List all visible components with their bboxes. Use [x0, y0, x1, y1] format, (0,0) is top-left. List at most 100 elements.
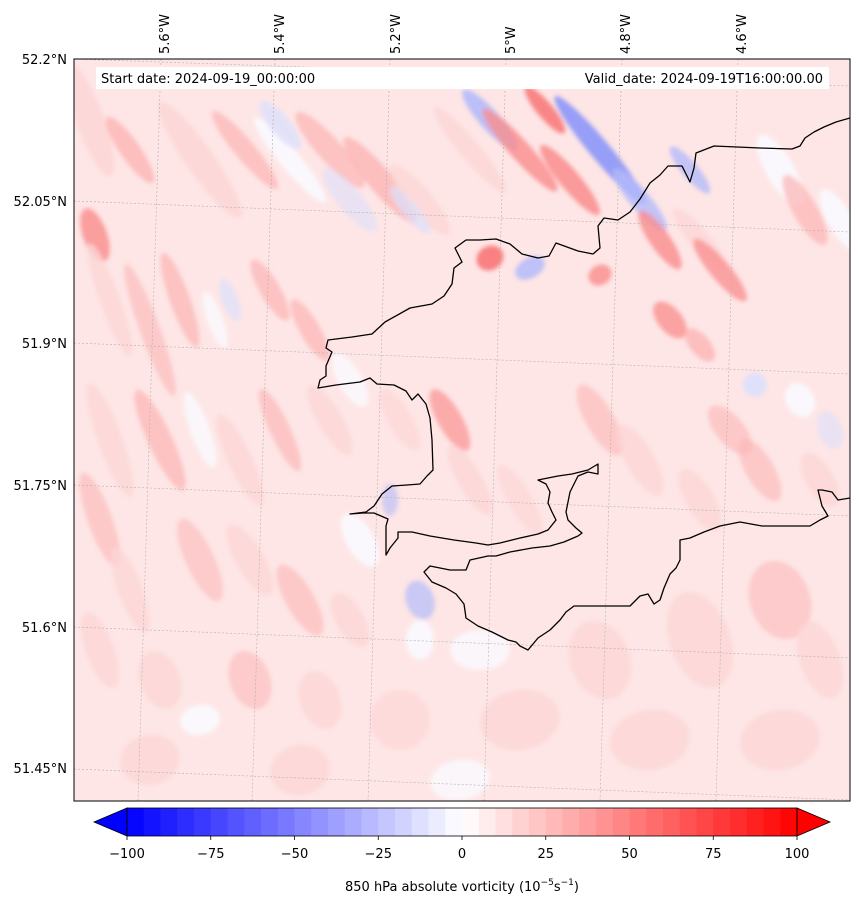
vorticity-contour-patch	[515, 256, 545, 280]
lon-axis-labels: 5.6°W 5.4°W 5.2°W 5°W 4.8°W 4.6°W	[158, 14, 750, 54]
vorticity-contour-patch	[638, 210, 682, 270]
colorbar-cell	[713, 808, 731, 836]
vorticity-contour-patch	[669, 146, 711, 194]
vorticity-contour-patch	[482, 108, 558, 192]
colorbar-cell	[780, 808, 798, 836]
colorbar-ticks: −100 −75 −50 −25 0 25 50 75 100	[109, 836, 809, 862]
colorbar-cells	[127, 808, 798, 836]
vorticity-contour-patch	[743, 373, 767, 397]
colorbar-cell	[562, 808, 580, 836]
vorticity-contour-patch	[290, 299, 330, 361]
vorticity-contour-patch	[653, 301, 687, 339]
vorticity-contour-patch	[524, 86, 566, 134]
vorticity-contour-patch	[678, 468, 722, 532]
vorticity-contour-patch	[576, 384, 624, 456]
info-header-box	[96, 67, 829, 89]
vorticity-contour-patch	[433, 107, 507, 193]
vorticity-contour-patch	[216, 414, 264, 506]
vorticity-contour-patch	[568, 621, 632, 699]
vorticity-contour-patch	[105, 116, 155, 184]
colorbar-tick-label: −25	[365, 847, 392, 862]
gridline-lat-51.45	[74, 768, 850, 801]
colorbar-cell	[612, 808, 631, 836]
vorticity-contour-patch	[480, 689, 560, 751]
colorbar-cell	[545, 808, 564, 836]
colorbar-cell	[596, 808, 614, 836]
vorticity-contour-patch	[158, 102, 242, 218]
colorbar-tick-label: 0	[458, 847, 466, 862]
colorbar-label-main: 850 hPa absolute vorticity (10	[345, 880, 541, 895]
vorticity-contour-patch	[382, 484, 398, 516]
colorbar-cell	[160, 808, 178, 836]
vorticity-contour-patch	[180, 704, 220, 736]
vorticity-contour-patch	[80, 208, 110, 262]
vorticity-contour-patch	[250, 259, 290, 321]
vorticity-contour-patch	[610, 709, 690, 771]
vorticity-contour-patch	[450, 630, 510, 670]
vorticity-contour-patch	[270, 744, 330, 796]
colorbar-tick-label: 100	[785, 847, 810, 862]
lat-label-52.05: 52.05°N	[14, 195, 67, 210]
coastline	[317, 117, 850, 651]
valid-date-text: Valid_date: 2024-09-19T16:00:00.00	[585, 72, 823, 87]
vorticity-contour-patch	[330, 593, 370, 647]
colorbar-cell	[177, 808, 195, 836]
vorticity-contour-patch	[782, 174, 828, 246]
vorticity-contour-patch	[331, 353, 369, 407]
vorticity-contour-patch	[81, 612, 119, 688]
colorbar-cell	[746, 808, 765, 836]
vorticity-contour-patch	[322, 168, 378, 232]
vorticity-contour-patch	[819, 189, 850, 251]
lon-label-5.6: 5.6°W	[158, 14, 173, 54]
info-header: Start date: 2024-09-19_00:00:00 Valid_da…	[96, 67, 829, 89]
colorbar-cell	[696, 808, 714, 836]
lon-label-5.2: 5.2°W	[389, 14, 404, 54]
vorticity-contour-patch	[259, 101, 301, 149]
vorticity-contour-patch	[86, 383, 134, 497]
vorticity-contour-patch	[497, 464, 543, 536]
vorticity-contour-patch	[120, 734, 180, 786]
colorbar-cell	[227, 808, 245, 836]
colorbar-tick-label: −100	[109, 847, 145, 862]
colorbar-extend-high	[796, 807, 832, 837]
vorticity-contour-patch	[79, 472, 121, 568]
vorticity-contour-patch	[748, 561, 812, 639]
colorbar-cell	[294, 808, 312, 836]
gridline-lat-51.6	[74, 626, 850, 659]
lat-label-51.45: 51.45°N	[14, 762, 67, 777]
vorticity-contour-patch	[258, 388, 302, 472]
vorticity-contour-patch	[253, 117, 327, 203]
colorbar-cell	[395, 808, 413, 836]
vorticity-contour-patch	[588, 264, 612, 286]
colorbar-label-mid: s	[554, 880, 561, 895]
vorticity-contour-patch	[379, 389, 421, 451]
vorticity-contour-patch	[740, 709, 820, 771]
vorticity-contour-patch	[430, 759, 490, 801]
colorbar-cell	[763, 808, 781, 836]
colorbar-tick-label: 50	[621, 847, 638, 862]
gridline-lat-51.9	[74, 342, 850, 375]
vorticity-contour-patch	[616, 424, 664, 496]
vorticity-contour-patch	[177, 518, 223, 602]
vorticity-contour-patch	[447, 444, 493, 516]
colorbar-cell	[462, 808, 480, 836]
vorticity-field	[74, 59, 850, 801]
vorticity-contour-patch	[389, 164, 451, 236]
colorbar-tick-label: 25	[537, 847, 554, 862]
colorbar-cell	[328, 808, 346, 836]
lon-label-5.0: 5°W	[504, 26, 519, 54]
lon-label-5.4: 5.4°W	[273, 14, 288, 54]
colorbar-cell	[646, 808, 664, 836]
colorbar-cell	[143, 808, 162, 836]
lon-label-4.8: 4.8°W	[619, 14, 634, 54]
colorbar-cell	[512, 808, 530, 836]
colorbar-cell	[579, 808, 597, 836]
vorticity-contour-patch	[87, 243, 133, 357]
colorbar-cell	[344, 808, 363, 836]
vorticity-contour-patch	[228, 650, 272, 710]
start-date-text: Start date: 2024-09-19_00:00:00	[101, 72, 315, 87]
colorbar-cell	[210, 808, 229, 836]
gridline-lat-51.75	[74, 484, 850, 517]
vorticity-contour-patch	[226, 524, 274, 596]
colorbar-extend-low	[92, 807, 128, 837]
